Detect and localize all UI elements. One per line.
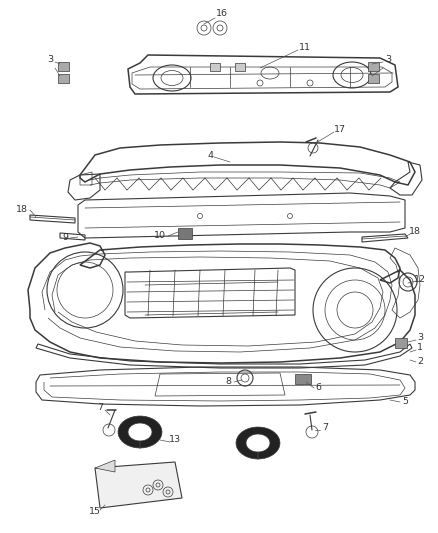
Text: 6: 6 xyxy=(315,384,321,392)
FancyBboxPatch shape xyxy=(235,63,245,71)
Text: 13: 13 xyxy=(169,435,181,445)
Polygon shape xyxy=(236,427,280,459)
Text: 7: 7 xyxy=(97,403,103,413)
Text: 2: 2 xyxy=(417,358,423,367)
Text: 10: 10 xyxy=(154,231,166,240)
Text: 11: 11 xyxy=(299,44,311,52)
Text: 3: 3 xyxy=(47,55,53,64)
Text: 18: 18 xyxy=(409,228,421,237)
Polygon shape xyxy=(95,460,115,472)
FancyBboxPatch shape xyxy=(58,74,69,83)
FancyBboxPatch shape xyxy=(395,338,407,348)
Text: 18: 18 xyxy=(16,206,28,214)
FancyBboxPatch shape xyxy=(368,62,379,71)
Text: 16: 16 xyxy=(216,10,228,19)
Text: 12: 12 xyxy=(414,276,426,285)
Text: 17: 17 xyxy=(334,125,346,134)
FancyBboxPatch shape xyxy=(368,74,379,83)
Text: 5: 5 xyxy=(402,398,408,407)
FancyBboxPatch shape xyxy=(295,374,311,384)
Text: 8: 8 xyxy=(225,377,231,386)
FancyBboxPatch shape xyxy=(210,63,220,71)
Text: 1: 1 xyxy=(417,343,423,352)
Text: 15: 15 xyxy=(89,507,101,516)
FancyBboxPatch shape xyxy=(58,62,69,71)
Polygon shape xyxy=(95,462,182,508)
Polygon shape xyxy=(118,416,162,448)
Text: 7: 7 xyxy=(322,424,328,432)
Text: 3: 3 xyxy=(417,334,423,343)
FancyBboxPatch shape xyxy=(178,228,192,239)
Text: 9: 9 xyxy=(62,233,68,243)
Text: 4: 4 xyxy=(207,150,213,159)
Text: 3: 3 xyxy=(385,55,391,64)
